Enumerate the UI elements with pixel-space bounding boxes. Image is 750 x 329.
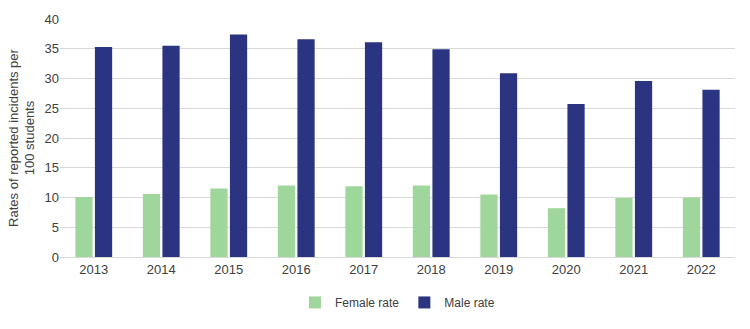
svg-text:2016: 2016 [282, 262, 311, 277]
svg-text:2021: 2021 [619, 262, 648, 277]
svg-text:2013: 2013 [79, 262, 108, 277]
svg-text:Female rate: Female rate [335, 296, 399, 310]
svg-text:2019: 2019 [484, 262, 513, 277]
svg-text:10: 10 [45, 190, 59, 205]
svg-text:30: 30 [45, 71, 59, 86]
svg-text:2018: 2018 [417, 262, 446, 277]
svg-text:Male rate: Male rate [444, 296, 494, 310]
svg-text:15: 15 [45, 160, 59, 175]
svg-text:0: 0 [52, 250, 59, 265]
svg-text:Rates of reported incidents pe: Rates of reported incidents per100 stude… [6, 48, 38, 226]
svg-text:2022: 2022 [687, 262, 716, 277]
svg-text:35: 35 [45, 41, 59, 56]
svg-text:2020: 2020 [552, 262, 581, 277]
svg-text:2014: 2014 [147, 262, 176, 277]
svg-text:40: 40 [45, 12, 59, 27]
svg-text:20: 20 [45, 131, 59, 146]
svg-text:5: 5 [52, 220, 59, 235]
svg-text:2015: 2015 [214, 262, 243, 277]
svg-text:25: 25 [45, 101, 59, 116]
svg-text:2017: 2017 [349, 262, 378, 277]
